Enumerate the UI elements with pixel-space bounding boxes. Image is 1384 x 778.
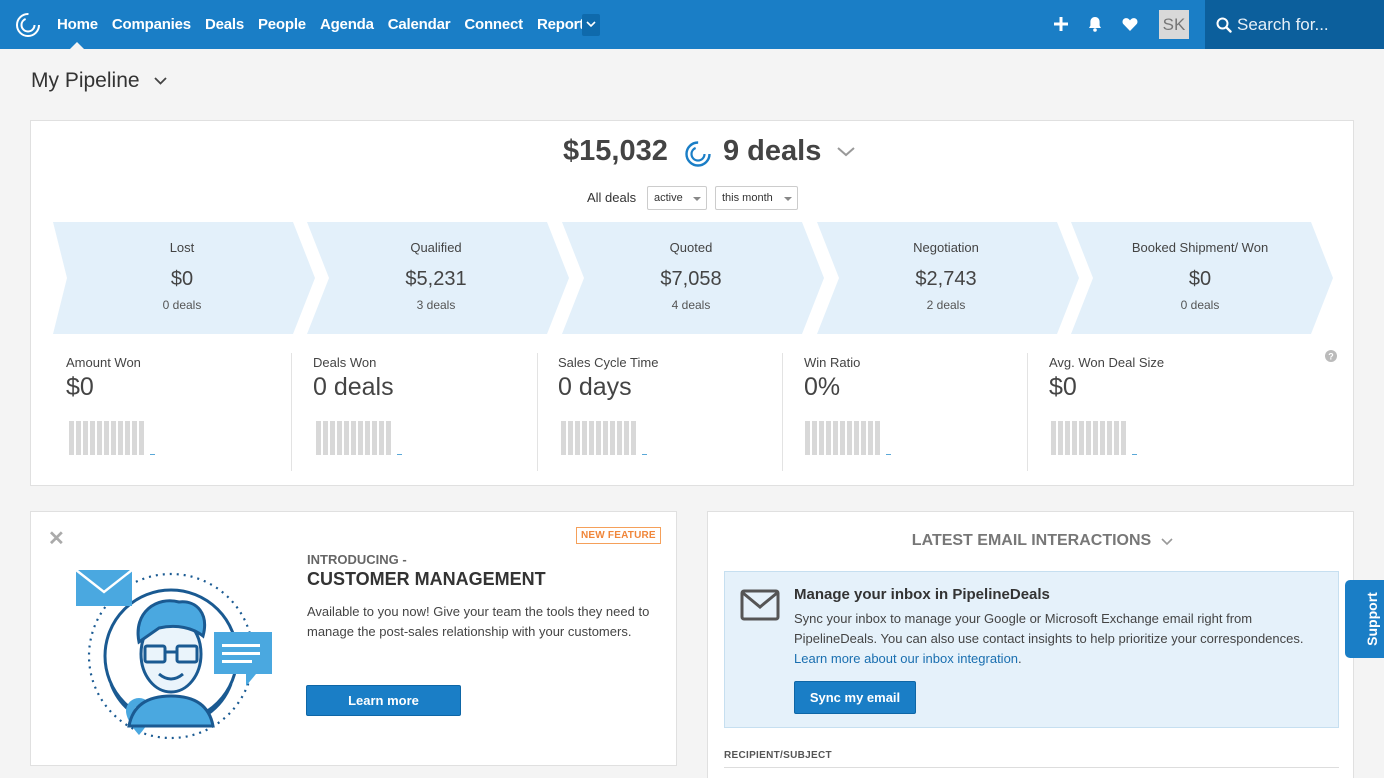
stage-amount: $0 (170, 268, 194, 290)
email-heading-text: LATEST EMAIL INTERACTIONS (911, 532, 1152, 549)
search-input[interactable] (1237, 13, 1377, 37)
stage-booked-shipment-won[interactable]: Booked Shipment/ Won $0 0 deals (1071, 222, 1337, 334)
metric-deals-won[interactable]: Deals Won 0 deals (291, 353, 537, 471)
stage-deal-count: 4 deals (671, 298, 711, 312)
customer-management-illustration (75, 569, 272, 740)
metric-label: Avg. Won Deal Size (1049, 355, 1165, 370)
metric-value: 0% (804, 373, 841, 401)
plus-icon[interactable] (1052, 15, 1070, 33)
help-icon[interactable]: ? (1325, 350, 1337, 362)
chevron-down-icon[interactable] (837, 147, 855, 157)
new-feature-badge: NEW FEATURE (576, 527, 661, 544)
stage-amount: $5,231 (405, 268, 467, 290)
nav-more-button[interactable] (582, 14, 600, 36)
stage-deal-count: 0 deals (1180, 298, 1220, 312)
stage-quoted[interactable]: Quoted $7,058 4 deals (562, 222, 828, 334)
nav-connect[interactable]: Connect (464, 16, 523, 33)
nav-people[interactable]: People (257, 16, 306, 33)
new-feature-card: ✕ NEW FEATURE INTRODUCING - CUSTOMER MAN… (30, 511, 677, 766)
email-interactions-heading[interactable]: LATEST EMAIL INTERACTIONS (708, 532, 1355, 550)
nav-deals[interactable]: Deals (204, 16, 244, 33)
status-filter-value: active (654, 192, 683, 204)
metric-label: Amount Won (66, 355, 141, 370)
pipeline-summary: $15,032 9 deals (31, 135, 1355, 171)
recipient-subject-header: RECIPIENT/SUBJECT (724, 750, 832, 761)
nav-companies[interactable]: Companies (111, 16, 191, 33)
stage-amount: $2,743 (915, 268, 977, 290)
pipeline-card: $15,032 9 deals All deals active this mo… (30, 120, 1354, 486)
feature-description: Available to you now! Give your team the… (307, 604, 650, 639)
stage-amount: $0 (1188, 268, 1212, 290)
support-label: Support (1364, 592, 1380, 646)
envelope-icon (740, 589, 780, 621)
metric-label: Sales Cycle Time (558, 355, 659, 370)
stage-name: Qualified (410, 240, 462, 255)
metric-value: $0 (1049, 373, 1077, 401)
metric-label: Deals Won (313, 355, 377, 370)
stage-deal-count: 2 deals (926, 298, 966, 312)
pipeline-stages: Lost $0 0 deals Qualified $5,231 3 deals… (53, 222, 1333, 334)
top-navbar: Home Companies Deals People Agenda Calen… (0, 0, 1384, 49)
metric-avg-won-deal-size[interactable]: Avg. Won Deal Size $0 (1027, 353, 1273, 471)
search-box (1205, 0, 1384, 49)
stage-lost[interactable]: Lost $0 0 deals (53, 222, 319, 334)
search-icon (1216, 17, 1232, 33)
metric-value: $0 (66, 373, 94, 401)
nav-reports[interactable]: Reports (536, 16, 593, 33)
metric-value: 0 days (558, 373, 632, 401)
pipeline-total-deals: 9 deals (723, 135, 822, 167)
sync-email-button[interactable]: Sync my email (794, 681, 916, 714)
stage-name: Quoted (669, 240, 713, 255)
stage-name: Negotiation (913, 240, 979, 255)
chevron-down-icon[interactable] (154, 77, 167, 85)
divider (724, 767, 1339, 768)
stage-deal-count: 3 deals (416, 298, 456, 312)
stage-negotiation[interactable]: Negotiation $2,743 2 deals (817, 222, 1083, 334)
metric-value: 0 deals (313, 373, 394, 401)
pipeline-metrics: Amount Won $0 Deals Won 0 deals Sales Cy… (31, 353, 1355, 471)
metric-label: Win Ratio (804, 355, 861, 370)
filter-label: All deals (587, 190, 637, 205)
pipelinedeals-logo-icon (685, 141, 711, 167)
nav-home[interactable]: Home (57, 0, 98, 49)
user-avatar[interactable]: SK (1159, 10, 1189, 39)
metric-amount-won[interactable]: Amount Won $0 (66, 353, 312, 471)
stage-name: Lost (169, 240, 195, 255)
inbox-description: Sync your inbox to manage your Google or… (794, 609, 1324, 669)
nav-agenda[interactable]: Agenda (319, 16, 374, 33)
nav-calendar[interactable]: Calendar (387, 16, 451, 33)
metric-win-ratio[interactable]: Win Ratio 0% (782, 353, 1028, 471)
email-interactions-card: LATEST EMAIL INTERACTIONS Manage your in… (707, 511, 1354, 778)
close-icon[interactable]: ✕ (48, 528, 65, 550)
chevron-down-icon (586, 21, 596, 28)
stage-amount: $7,058 (660, 268, 722, 290)
inbox-integration-link[interactable]: Learn more about our inbox integration (794, 651, 1019, 666)
stage-qualified[interactable]: Qualified $5,231 3 deals (307, 222, 573, 334)
inbox-link-suffix: . (1018, 651, 1022, 666)
learn-more-button[interactable]: Learn more (306, 685, 461, 716)
metric-sales-cycle-time[interactable]: Sales Cycle Time 0 days (537, 353, 783, 471)
period-filter-value: this month (722, 192, 773, 204)
status-filter-select[interactable]: active (647, 186, 707, 210)
pipeline-total-amount: $15,032 (563, 135, 668, 167)
stage-deal-count: 0 deals (162, 298, 202, 312)
feature-title: CUSTOMER MANAGEMENT (307, 569, 546, 589)
svg-text:?: ? (1328, 352, 1334, 362)
main-nav: Home Companies Deals People Agenda Calen… (57, 0, 606, 49)
inbox-title: Manage your inbox in PipelineDeals (794, 586, 1050, 603)
pipelinedeals-logo-icon[interactable] (15, 12, 41, 38)
chevron-down-icon[interactable] (1161, 538, 1173, 546)
bell-icon[interactable] (1086, 15, 1104, 33)
support-tab[interactable]: Support (1345, 580, 1384, 658)
heart-icon[interactable] (1121, 15, 1139, 33)
inbox-description-text: Sync your inbox to manage your Google or… (794, 611, 1304, 646)
inbox-sync-panel: Manage your inbox in PipelineDeals Sync … (724, 571, 1339, 728)
feature-kicker: INTRODUCING - (307, 552, 407, 567)
period-filter-select[interactable]: this month (715, 186, 798, 210)
page-title[interactable]: My Pipeline (31, 69, 140, 92)
stage-name: Booked Shipment/ Won (1131, 240, 1269, 255)
